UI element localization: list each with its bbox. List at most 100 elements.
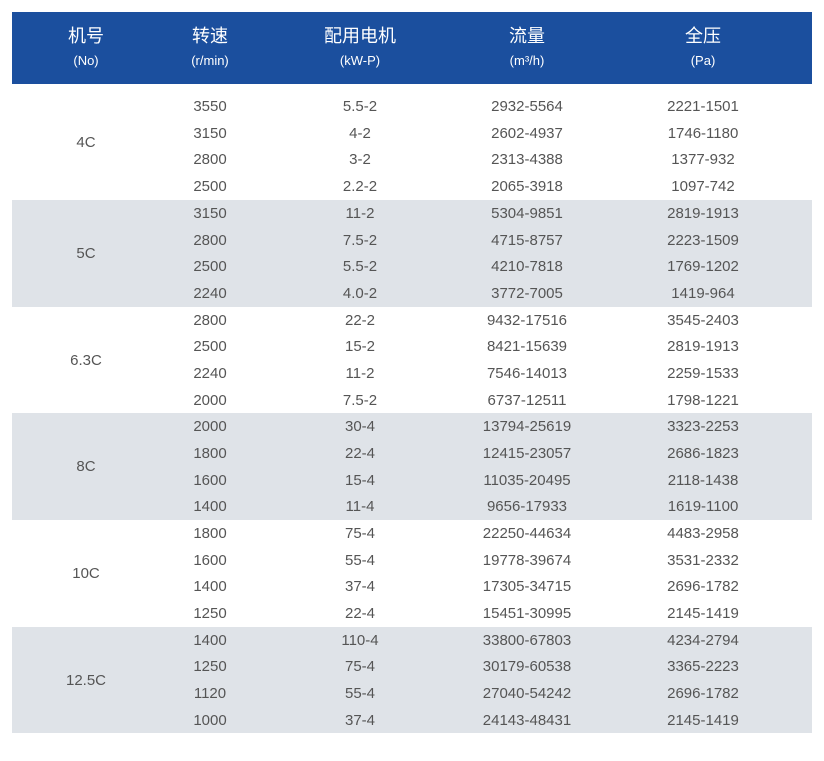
table-row: 1400 110-4 33800-67803 4234-2794 (160, 627, 812, 654)
motor-cell: 11-2 (345, 364, 375, 382)
motor-cell: 11-4 (345, 498, 375, 516)
machine-no-cell: 10C (72, 564, 100, 582)
table-row: 3550 5.5-2 2932-5564 2221-1501 (160, 93, 812, 120)
flow-cell: 13794-25619 (482, 418, 572, 436)
flow-cell: 30179-60538 (482, 658, 572, 676)
flow-cell: 2932-5564 (491, 97, 563, 115)
motor-cell: 55-4 (344, 684, 376, 702)
machine-group: 4C 3550 5.5-2 2932-5564 2221-1501 3150 4-2 2602… (12, 84, 812, 200)
machine-group: 12.5C 1400 110-4 33800-67803 4234-2794 1250 75… (12, 626, 812, 734)
pressure-cell: 1746-1180 (667, 124, 739, 142)
pressure-cell: 3365-2223 (667, 658, 739, 676)
flow-cell: 2602-4937 (491, 124, 563, 142)
pressure-cell: 1419-964 (671, 284, 735, 302)
flow-cell: 33800-67803 (482, 631, 572, 649)
flow-cell: 11035-20495 (483, 471, 571, 489)
table-row: 1600 55-4 19778-39674 3531-2332 (160, 547, 812, 574)
table-row: 1400 11-4 9656-17933 1619-1100 (160, 493, 812, 520)
pressure-cell: 1377-932 (671, 151, 735, 169)
table-body: 4C 3550 5.5-2 2932-5564 2221-1501 3150 4-2 2602… (12, 84, 812, 734)
pressure-cell: 3531-2332 (667, 551, 739, 569)
flow-cell: 7546-14013 (486, 364, 568, 382)
flow-cell: 22250-44634 (482, 524, 572, 542)
pressure-cell: 1769-1202 (667, 258, 739, 276)
speed-cell: 1800 (193, 524, 227, 542)
machine-group: 10C 1800 75-4 22250-44634 4483-2958 1600 55-4 1… (12, 520, 812, 627)
pressure-cell: 2145-1419 (667, 711, 739, 729)
speed-cell: 2500 (193, 177, 227, 195)
speed-cell: 2240 (193, 364, 227, 382)
table-row: 2500 2.2-2 2065-3918 1097-742 (160, 173, 812, 200)
flow-cell: 2313-4388 (491, 151, 563, 169)
pressure-cell: 1798-1221 (667, 391, 739, 409)
machine-no-cell: 4C (76, 133, 96, 151)
flow-cell: 5304-9851 (491, 204, 563, 222)
pressure-cell: 2223-1509 (667, 231, 739, 249)
table-row: 1400 37-4 17305-34715 2696-1782 (160, 573, 812, 600)
speed-cell: 1600 (193, 471, 227, 489)
header-flow: 流量 (m³/h) (460, 12, 594, 84)
flow-cell: 4715-8757 (491, 231, 563, 249)
table-row: 1600 15-4 11035-20495 2118-1438 (160, 467, 812, 494)
machine-no-cell: 8C (76, 458, 96, 476)
header-label: 机号 (68, 26, 104, 47)
motor-cell: 4.0-2 (342, 284, 378, 302)
table-row: 1250 22-4 15451-30995 2145-1419 (160, 600, 812, 627)
flow-cell: 9432-17516 (486, 311, 568, 329)
flow-cell: 15451-30995 (482, 604, 572, 622)
speed-cell: 2800 (193, 231, 227, 249)
header-unit: (r/min) (191, 53, 229, 68)
pressure-cell: 2259-1533 (667, 364, 739, 382)
speed-cell: 2500 (193, 258, 227, 276)
header-speed: 转速 (r/min) (160, 12, 260, 84)
flow-cell: 27040-54242 (482, 684, 572, 702)
motor-cell: 11-2 (345, 204, 375, 222)
table-row: 2240 11-2 7546-14013 2259-1533 (160, 360, 812, 387)
speed-cell: 1400 (193, 631, 227, 649)
header-machine-no: 机号 (No) (12, 12, 160, 84)
table-row: 2800 7.5-2 4715-8757 2223-1509 (160, 227, 812, 254)
header-label: 转速 (192, 26, 228, 47)
speed-cell: 1000 (193, 711, 227, 729)
speed-cell: 2500 (193, 338, 227, 356)
flow-cell: 8421-15639 (486, 338, 568, 356)
table-row: 1120 55-4 27040-54242 2696-1782 (160, 680, 812, 707)
pressure-cell: 2145-1419 (667, 604, 739, 622)
pressure-cell: 4234-2794 (667, 631, 739, 649)
motor-cell: 37-4 (344, 578, 376, 596)
pressure-cell: 2819-1913 (667, 338, 739, 356)
motor-cell: 15-2 (344, 338, 376, 356)
table-row: 1000 37-4 24143-48431 2145-1419 (160, 707, 812, 734)
machine-group: 5C 3150 11-2 5304-9851 2819-1913 2800 7.5-2 471… (12, 200, 812, 307)
machine-no-cell: 5C (76, 244, 96, 262)
pressure-cell: 3545-2403 (667, 311, 739, 329)
machine-no-cell: 6.3C (70, 351, 102, 369)
speed-cell: 3550 (193, 97, 227, 115)
pressure-cell: 4483-2958 (667, 524, 739, 542)
motor-cell: 5.5-2 (342, 97, 378, 115)
table-row: 2500 15-2 8421-15639 2819-1913 (160, 333, 812, 360)
flow-cell: 6737-12511 (487, 391, 567, 409)
header-unit: (m³/h) (509, 53, 545, 68)
flow-cell: 17305-34715 (482, 578, 572, 596)
motor-cell: 22-4 (344, 604, 376, 622)
motor-cell: 110-4 (341, 631, 379, 649)
motor-cell: 22-4 (344, 444, 376, 462)
speed-cell: 2800 (193, 311, 227, 329)
table-row: 1250 75-4 30179-60538 3365-2223 (160, 653, 812, 680)
motor-cell: 7.5-2 (342, 231, 378, 249)
motor-cell: 55-4 (344, 551, 376, 569)
flow-cell: 3772-7005 (491, 284, 563, 302)
motor-cell: 7.5-2 (342, 391, 378, 409)
pressure-cell: 2221-1501 (667, 97, 739, 115)
table-header: 机号 (No) 转速 (r/min) 配用电机 (kW-P) 流量 (m³/h) 全压 (… (12, 12, 812, 84)
machine-group: 6.3C 2800 22-2 9432-17516 3545-2403 2500 15-2 8… (12, 307, 812, 414)
speed-cell: 3150 (193, 204, 227, 222)
motor-cell: 3-2 (349, 151, 371, 169)
header-pressure: 全压 (Pa) (594, 12, 812, 84)
header-motor: 配用电机 (kW-P) (260, 12, 460, 84)
speed-cell: 1120 (193, 684, 227, 702)
flow-cell: 4210-7818 (491, 258, 563, 276)
speed-cell: 3150 (193, 124, 227, 142)
fan-spec-table: 机号 (No) 转速 (r/min) 配用电机 (kW-P) 流量 (m³/h) 全压 (… (12, 12, 812, 734)
